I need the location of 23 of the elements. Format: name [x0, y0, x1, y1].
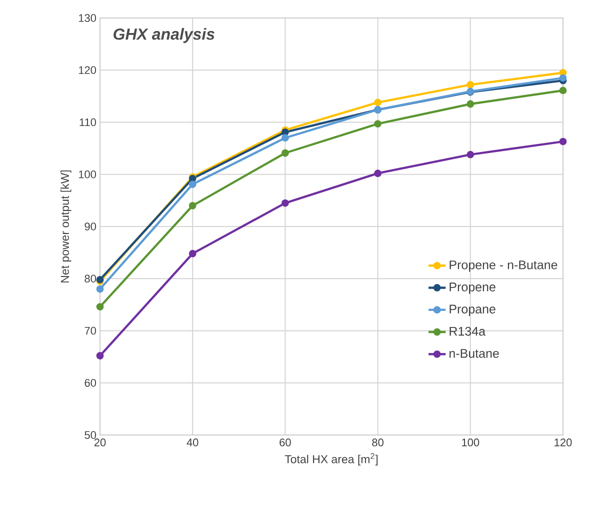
y-tick-label: 50 — [84, 431, 96, 439]
legend-label: Propene - n-Butane — [450, 260, 558, 272]
y-axis-title: Net power output [kW] — [60, 170, 72, 282]
y-tick-label: 80 — [84, 274, 96, 283]
y-tick-label: 90 — [84, 222, 96, 230]
x-tick-label: 80 — [372, 438, 384, 446]
y-tick-label: 130 — [78, 14, 96, 22]
legend-label: Propane — [450, 304, 496, 316]
text: GHX analysis — [114, 28, 214, 43]
legend-label: Propene — [450, 282, 496, 294]
x-tick-label: 40 — [186, 438, 198, 446]
x-tick-label: 20 — [94, 438, 106, 446]
x-tick-label: 60 — [280, 438, 291, 446]
y-tick-label: 60 — [84, 378, 96, 387]
x-axis-title: Total HX area [m$^{2}$] — [284, 453, 378, 466]
y-tick-label: 70 — [84, 326, 96, 335]
y-tick-label: 120 — [78, 66, 96, 74]
legend-label: R134a — [450, 326, 486, 336]
y-tick-label: 100 — [78, 170, 96, 178]
y-tick-label: 110 — [80, 118, 96, 126]
x-tick-label: 100 — [462, 438, 480, 446]
legend-label: n-Butane — [450, 349, 499, 358]
x-tick-label: 120 — [554, 438, 572, 446]
